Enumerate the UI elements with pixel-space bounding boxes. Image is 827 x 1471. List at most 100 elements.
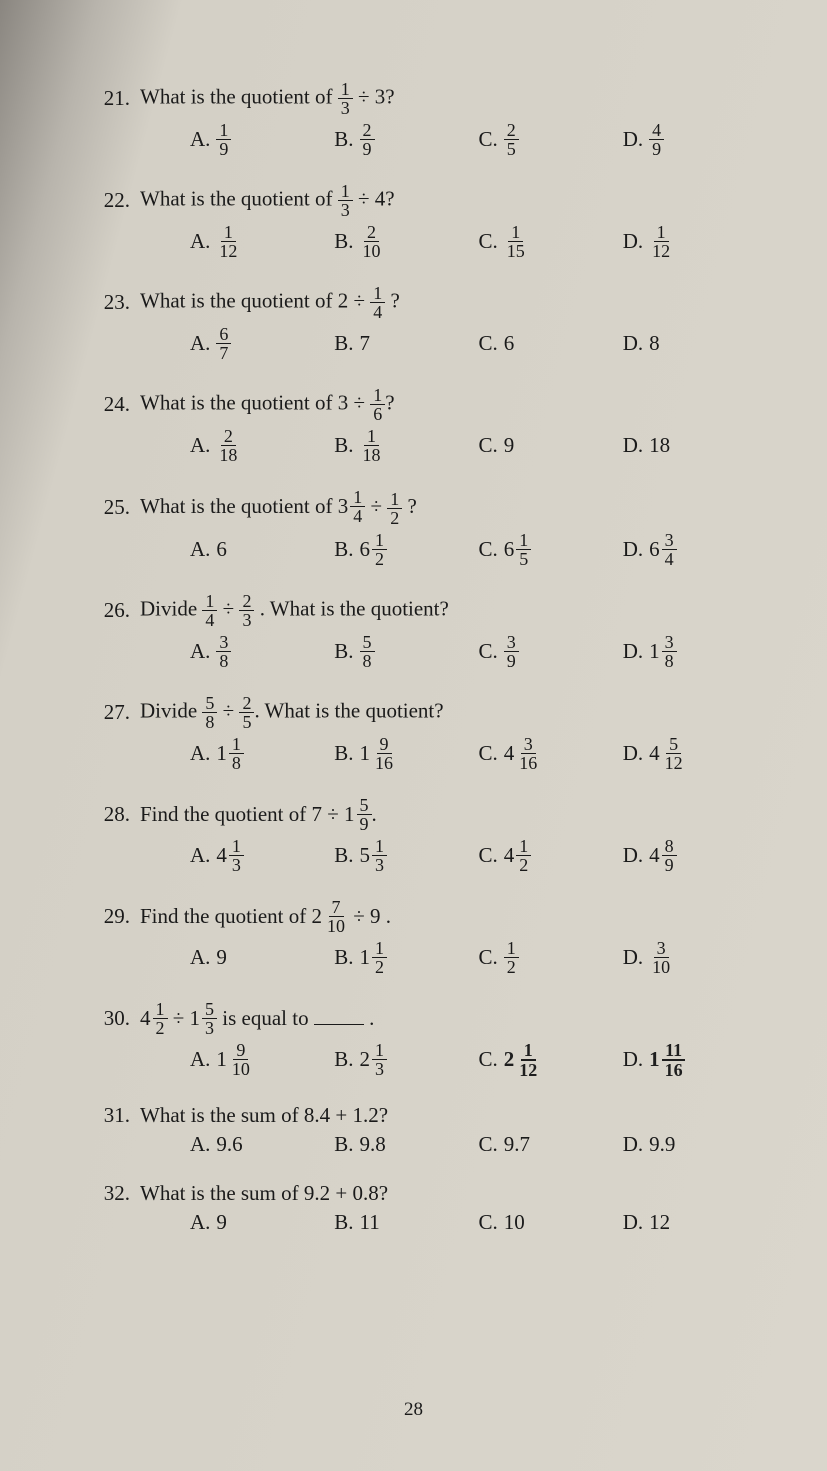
fraction: 59 [357,796,372,833]
choice-label: C. [479,229,498,254]
choice: D.4512 [623,735,767,772]
stem-text: Find the quotient of 7 ÷ [140,802,344,826]
fraction: 512 [662,735,686,772]
stem-text: Divide [140,596,202,620]
choice-label: D. [623,229,643,254]
question-stem: What is the quotient of 314 ÷ 12 ? [140,488,417,527]
fill-blank [314,1023,364,1025]
choice: A.413 [190,837,334,874]
choice: B.112 [334,939,478,976]
choice: C.12 [479,939,623,976]
choice: B.513 [334,837,478,874]
choice-label: C. [479,433,498,458]
choice: D.138 [623,633,767,670]
stem-text: Divide [140,698,202,722]
fraction: 218 [216,427,240,464]
stem-text: is equal to [217,1006,314,1030]
fraction: 12 [387,490,402,527]
choice-label: A. [190,1047,210,1072]
choice-label: A. [190,1132,210,1157]
choice-label: A. [190,945,210,970]
handwritten-answer: 2112 [504,1041,541,1079]
choice-row: A.19B.29C.25D.49 [90,121,767,158]
choice: B.11 [334,1210,478,1235]
fraction: 67 [216,325,231,362]
fraction: 23 [239,592,254,629]
choice-label: D. [623,945,643,970]
fraction: 13 [372,1041,387,1078]
fraction: 18 [229,735,244,772]
choice-label: C. [479,1210,498,1235]
fraction: 12 [516,837,531,874]
choice-text: 9.7 [504,1132,530,1157]
choice-label: D. [623,843,643,868]
question-number: 27. [90,700,130,725]
choice-label: C. [479,945,498,970]
stem-text: What is the quotient of 2 ÷ [140,288,370,312]
mixed-number: 634 [649,531,677,568]
fraction: 14 [202,592,217,629]
fraction: 16 [370,386,385,423]
choice-label: C. [479,537,498,562]
choice-text: 8 [649,331,660,356]
choice: B.118 [334,427,478,464]
stem-text: ÷ [217,698,239,722]
choice: C.9 [479,427,623,464]
choice-row: A.6B.612C.615D.634 [90,531,767,568]
choice-text: 7 [360,331,371,356]
question: 26.Divide 14 ÷ 23 . What is the quotient… [90,592,767,670]
choice: C.10 [479,1210,623,1235]
question-number: 32. [90,1181,130,1206]
choice-label: D. [623,537,643,562]
choice: B.9.8 [334,1132,478,1157]
mixed-number: 489 [649,837,677,874]
fraction: 910 [229,1041,253,1078]
question-stem: What is the sum of 8.4 + 1.2? [140,1103,388,1128]
question: 24.What is the quotient of 3 ÷ 16?A.218B… [90,386,767,464]
choice-label: A. [190,843,210,868]
fraction: 12 [372,531,387,568]
choice: D.310 [623,939,767,976]
choice: B.58 [334,633,478,670]
fraction: 38 [662,633,677,670]
choice-text: 6 [216,537,227,562]
stem-text: . [364,1006,375,1030]
choice-label: A. [190,639,210,664]
mixed-number: 118 [216,735,244,772]
choice: D.18 [623,427,767,464]
choice-label: B. [334,127,353,152]
question-number: 21. [90,86,130,111]
fraction: 13 [372,837,387,874]
choice-label: D. [623,127,643,152]
stem-text: What is the quotient of 3 ÷ [140,390,370,414]
choice-label: C. [479,843,498,868]
fraction: 710 [324,898,348,935]
choice: B.1916 [334,735,478,772]
choice: A.9 [190,1210,334,1235]
choice: B.7 [334,325,478,362]
stem-text: What is the sum of 8.4 + 1.2? [140,1103,388,1127]
fraction: 39 [504,633,519,670]
question: 21.What is the quotient of 13 ÷ 3?A.19B.… [90,80,767,158]
fraction: 13 [229,837,244,874]
choice: C.39 [479,633,623,670]
choice-label: B. [334,945,353,970]
choice-text: 9 [216,945,227,970]
choice-row: A.9.6B.9.8C.9.7D.9.9 [90,1132,767,1157]
fraction: 112 [216,223,240,260]
fraction: 58 [202,694,217,731]
mixed-number: 314 [338,488,366,525]
choice-label: C. [479,127,498,152]
question-number: 26. [90,598,130,623]
fraction: 12 [504,939,519,976]
choice-label: B. [334,537,353,562]
question-stem: What is the quotient of 3 ÷ 16? [140,386,395,423]
fraction: 89 [662,837,677,874]
choice-label: C. [479,331,498,356]
fraction: 49 [649,121,664,158]
stem-text: ÷ [168,1006,190,1030]
choice-row: A.112B.210C.115D.112 [90,223,767,260]
fraction: 38 [216,633,231,670]
choice-label: B. [334,1210,353,1235]
fraction: 12 [153,1000,168,1037]
